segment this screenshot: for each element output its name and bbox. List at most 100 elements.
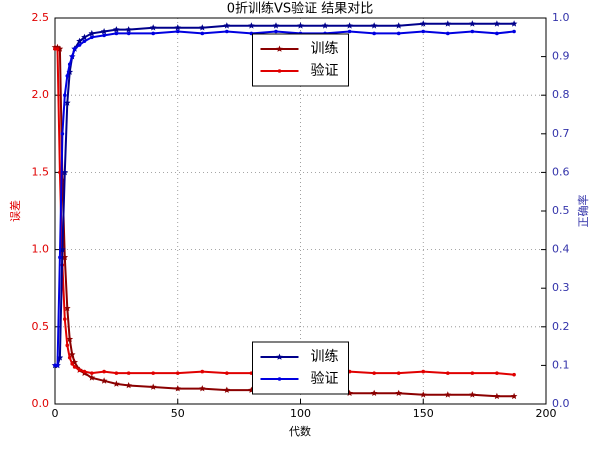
marker	[493, 20, 501, 27]
marker	[77, 43, 82, 47]
marker	[63, 304, 71, 312]
marker	[469, 391, 476, 398]
marker	[199, 24, 206, 31]
marker	[372, 31, 376, 36]
marker	[223, 386, 231, 393]
legend-label: 验证	[311, 371, 339, 387]
marker	[493, 392, 501, 400]
marker	[421, 369, 426, 374]
marker	[200, 31, 205, 36]
marker	[82, 369, 87, 374]
marker	[77, 368, 82, 372]
marker	[346, 22, 353, 29]
marker	[225, 29, 229, 34]
marker	[65, 74, 70, 78]
marker	[347, 29, 352, 34]
y2-tick-label: 0.6	[552, 165, 570, 178]
marker	[100, 377, 108, 384]
marker	[395, 389, 402, 396]
marker	[321, 22, 329, 29]
marker	[88, 374, 96, 381]
legend-label: 训练	[311, 41, 339, 57]
marker	[495, 31, 499, 36]
y-tick-label: 2.5	[32, 11, 50, 24]
y-tick-label: 0.5	[32, 320, 50, 333]
y2-tick-label: 0.3	[552, 281, 570, 294]
legend-marker	[277, 377, 282, 381]
marker	[272, 22, 280, 29]
marker	[102, 33, 106, 38]
marker	[66, 335, 74, 342]
marker	[396, 31, 401, 36]
y2-tick-label: 0.2	[552, 320, 570, 333]
marker	[102, 369, 106, 374]
marker	[370, 22, 378, 29]
y2-tick-label: 0.9	[552, 50, 570, 63]
x-tick-label: 100	[290, 407, 311, 420]
marker	[151, 371, 155, 375]
marker	[446, 31, 450, 36]
marker	[67, 355, 72, 360]
y2-tick-label: 0.5	[552, 204, 570, 217]
legend-marker	[276, 45, 283, 52]
y2-tick-label: 0.4	[552, 243, 570, 256]
marker	[113, 26, 120, 33]
y-axis-label: 误差	[8, 200, 22, 222]
marker	[495, 371, 499, 375]
plot-frame	[54, 17, 547, 405]
marker	[395, 22, 402, 29]
y2-tick-label: 0.1	[552, 358, 570, 371]
marker	[59, 246, 66, 253]
marker	[63, 99, 71, 106]
y2-axis-label: 正确率	[576, 195, 590, 228]
x-tick-label: 0	[52, 407, 59, 420]
marker	[274, 29, 278, 34]
marker	[469, 20, 476, 27]
marker	[88, 29, 96, 37]
marker	[63, 93, 67, 97]
marker	[82, 39, 87, 43]
marker	[396, 371, 401, 375]
marker	[61, 168, 69, 176]
marker	[223, 22, 231, 29]
marker	[81, 33, 88, 41]
x-tick-label: 150	[413, 407, 434, 420]
marker	[58, 255, 62, 260]
legend-label: 验证	[311, 63, 339, 79]
legend-marker	[277, 69, 282, 73]
marker	[200, 369, 205, 374]
legend-label: 训练	[311, 349, 339, 365]
marker	[174, 385, 182, 392]
marker	[149, 383, 157, 390]
marker	[65, 343, 70, 348]
marker	[70, 54, 74, 59]
marker	[421, 29, 426, 34]
y2-tick-label: 0.7	[552, 127, 570, 140]
series-line	[55, 47, 515, 376]
marker	[149, 24, 157, 31]
marker	[68, 351, 76, 358]
marker	[70, 362, 74, 366]
x-tick-label: 50	[171, 407, 185, 420]
marker	[63, 317, 67, 321]
marker	[125, 382, 132, 389]
marker	[248, 22, 255, 29]
marker	[55, 47, 60, 51]
marker	[72, 47, 77, 51]
marker	[113, 380, 120, 387]
marker	[76, 37, 83, 44]
y-tick-label: 1.0	[32, 243, 50, 256]
x-tick-label: 200	[536, 407, 557, 420]
marker	[72, 365, 77, 369]
marker	[55, 363, 60, 368]
marker	[470, 371, 475, 375]
legend-marker	[276, 353, 283, 360]
marker	[151, 31, 155, 36]
marker	[199, 385, 206, 392]
y-tick-label: 1.5	[32, 165, 50, 178]
marker	[370, 389, 378, 396]
marker	[60, 132, 65, 136]
